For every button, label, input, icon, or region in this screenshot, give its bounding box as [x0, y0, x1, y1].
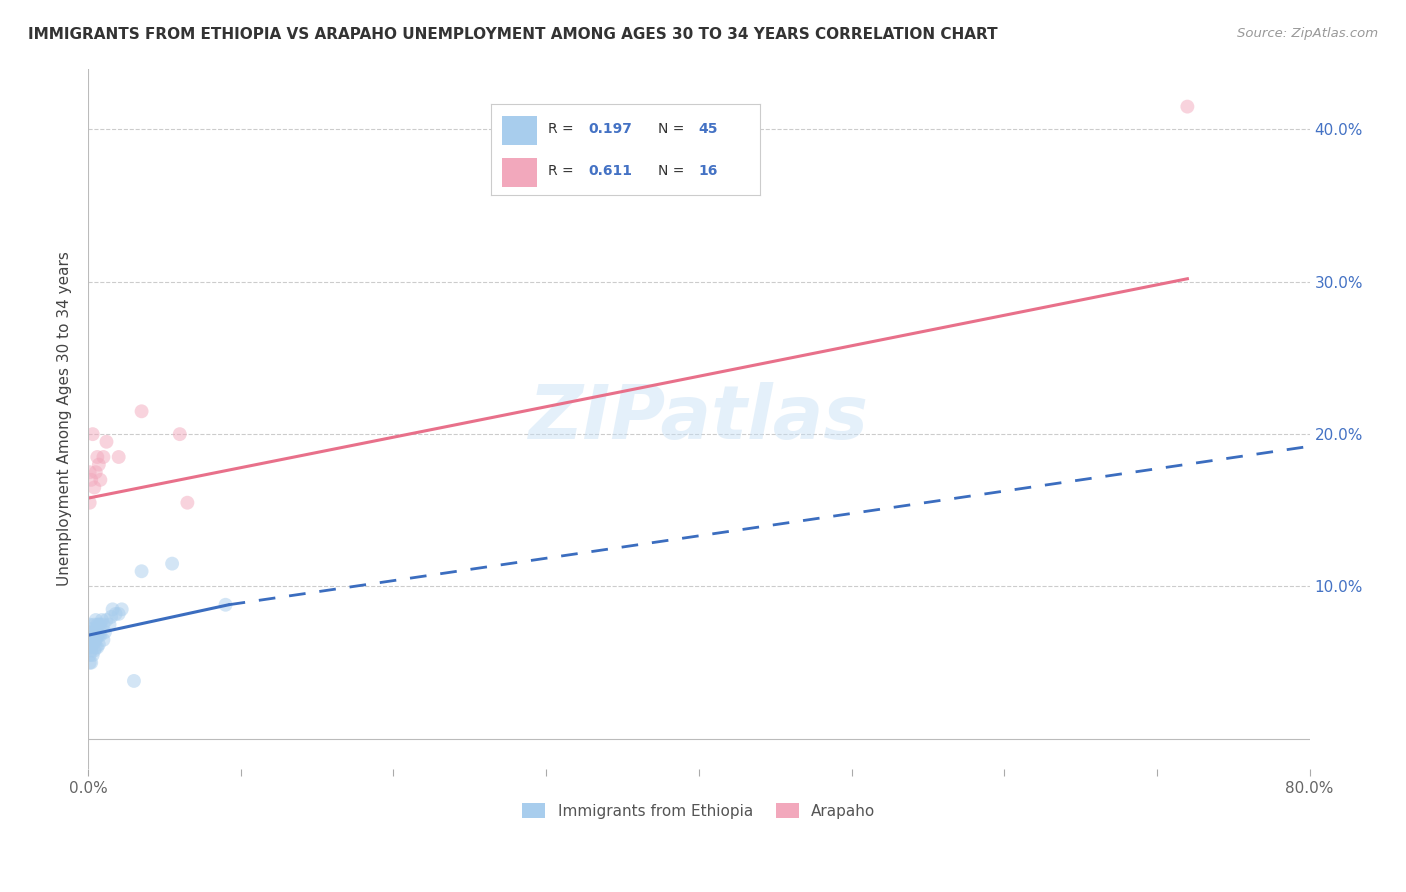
- Point: [87, 458, 110, 472]
- Point: [84, 632, 107, 647]
- Point: [84, 640, 107, 655]
- Point: [1177, 100, 1199, 114]
- Point: [84, 465, 107, 479]
- Point: [80, 622, 103, 636]
- Point: [89, 628, 111, 642]
- Point: [214, 598, 236, 612]
- Point: [83, 636, 105, 650]
- Point: [90, 613, 112, 627]
- Point: [79, 640, 101, 655]
- Point: [100, 610, 122, 624]
- Legend: Immigrants from Ethiopia, Arapaho: Immigrants from Ethiopia, Arapaho: [516, 797, 882, 825]
- Text: Source: ZipAtlas.com: Source: ZipAtlas.com: [1237, 27, 1378, 40]
- Point: [82, 632, 104, 647]
- Point: [79, 465, 101, 479]
- Point: [80, 637, 103, 651]
- Point: [79, 617, 101, 632]
- Point: [80, 628, 103, 642]
- Point: [83, 617, 105, 632]
- Point: [86, 450, 108, 464]
- Point: [80, 656, 103, 670]
- Point: [87, 617, 110, 632]
- Point: [82, 625, 104, 640]
- Point: [83, 643, 105, 657]
- Point: [82, 648, 104, 662]
- Point: [80, 473, 103, 487]
- Point: [104, 607, 127, 621]
- Point: [98, 617, 121, 632]
- Point: [131, 564, 153, 578]
- Point: [131, 404, 153, 418]
- Point: [79, 656, 101, 670]
- Point: [89, 473, 111, 487]
- Point: [176, 496, 198, 510]
- Point: [79, 496, 101, 510]
- Point: [87, 628, 110, 642]
- Point: [93, 617, 115, 632]
- Point: [84, 625, 107, 640]
- Text: IMMIGRANTS FROM ETHIOPIA VS ARAPAHO UNEMPLOYMENT AMONG AGES 30 TO 34 YEARS CORRE: IMMIGRANTS FROM ETHIOPIA VS ARAPAHO UNEM…: [28, 27, 998, 42]
- Point: [160, 557, 183, 571]
- Point: [93, 632, 115, 647]
- Point: [93, 450, 115, 464]
- Point: [86, 640, 108, 655]
- Point: [107, 607, 129, 621]
- Point: [94, 625, 117, 640]
- Y-axis label: Unemployment Among Ages 30 to 34 years: Unemployment Among Ages 30 to 34 years: [58, 252, 72, 586]
- Point: [80, 643, 103, 657]
- Point: [122, 673, 145, 688]
- Point: [84, 613, 107, 627]
- Point: [101, 602, 124, 616]
- Point: [111, 602, 134, 616]
- Point: [87, 637, 110, 651]
- Point: [89, 617, 111, 632]
- Text: ZIPatlas: ZIPatlas: [529, 383, 869, 456]
- Point: [83, 480, 105, 494]
- Point: [107, 450, 129, 464]
- Point: [96, 613, 118, 627]
- Point: [86, 628, 108, 642]
- Point: [79, 648, 101, 662]
- Point: [83, 628, 105, 642]
- Point: [82, 427, 104, 442]
- Point: [169, 427, 191, 442]
- Point: [79, 625, 101, 640]
- Point: [79, 632, 101, 647]
- Point: [86, 617, 108, 632]
- Point: [96, 434, 118, 449]
